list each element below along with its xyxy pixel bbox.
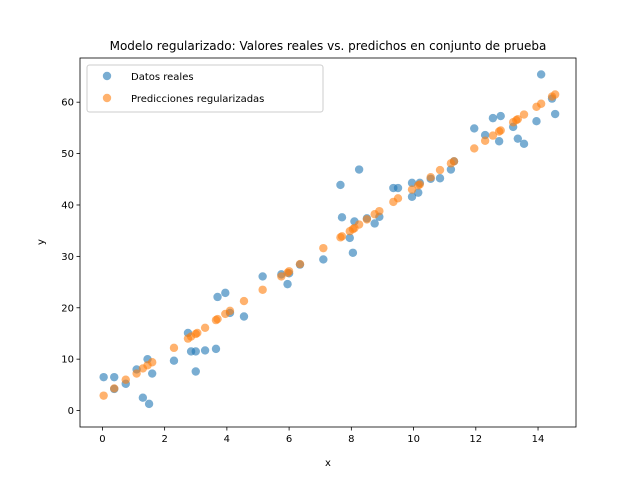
prediction-point <box>213 314 222 324</box>
x-tick-label: 14 <box>532 434 545 445</box>
real-data-point <box>221 288 230 298</box>
real-data-point <box>213 292 222 302</box>
legend: Datos reales Predicciones regularizadas <box>86 64 324 113</box>
real-data-point <box>393 183 403 193</box>
real-data-point <box>407 192 417 201</box>
y-tick-label: 10 <box>61 355 74 366</box>
prediction-point <box>110 384 119 393</box>
real-data-point <box>345 233 354 243</box>
real-data-point <box>138 393 148 402</box>
prediction-point <box>449 157 459 166</box>
real-data-point <box>169 356 179 365</box>
prediction-point <box>375 206 384 216</box>
x-tick-label: 8 <box>348 434 354 445</box>
real-data-point <box>513 134 523 143</box>
real-data-point <box>147 369 157 378</box>
prediction-point <box>536 99 546 108</box>
prediction-point <box>435 165 445 175</box>
real-data-point <box>239 312 249 321</box>
legend-box <box>86 64 324 113</box>
prediction-point <box>550 90 560 99</box>
y-axis-label: y <box>36 239 47 245</box>
real-data-point <box>348 248 358 257</box>
real-data-point <box>532 117 541 126</box>
prediction-point <box>513 114 523 124</box>
legend-marker-real <box>102 71 112 81</box>
prediction-point <box>354 220 364 229</box>
y-tick-label: 40 <box>61 200 74 211</box>
x-tick-label: 12 <box>469 434 482 445</box>
y-tick-label: 20 <box>61 303 74 314</box>
prediction-point <box>488 131 498 140</box>
real-data-point <box>354 165 364 174</box>
real-data-point <box>488 113 498 123</box>
real-data-point <box>191 347 200 356</box>
prediction-point <box>470 144 479 153</box>
prediction-point <box>239 296 249 306</box>
prediction-point <box>319 243 328 253</box>
y-tick-label: 50 <box>61 149 74 160</box>
prediction-point <box>169 343 179 353</box>
prediction-point <box>225 306 235 316</box>
prediction-point <box>277 272 286 281</box>
prediction-point <box>99 391 108 400</box>
real-data-point <box>191 367 200 376</box>
y-tick-label: 0 <box>68 406 74 417</box>
prediction-point <box>426 173 435 182</box>
legend-marker-predictions <box>102 93 112 103</box>
prediction-point <box>337 232 347 241</box>
x-axis-label: x <box>325 458 331 469</box>
real-data-point <box>370 219 379 228</box>
x-tick-label: 0 <box>99 434 105 445</box>
real-data-point <box>337 213 347 222</box>
real-data-point <box>110 372 119 382</box>
prediction-point <box>193 328 202 338</box>
real-data-point <box>319 255 328 264</box>
prediction-point <box>393 194 403 203</box>
x-tick-label: 10 <box>407 434 420 445</box>
prediction-point <box>258 285 267 294</box>
prediction-point <box>284 267 294 276</box>
real-data-point <box>519 139 529 149</box>
real-data-point <box>200 346 210 355</box>
real-data-point <box>414 188 423 197</box>
x-tick-label: 2 <box>161 434 167 445</box>
prediction-point <box>415 180 424 189</box>
real-data-point <box>258 272 267 281</box>
prediction-point <box>362 215 372 224</box>
real-data-point <box>435 174 445 183</box>
axes-layer: 0 2 4 6 8 10 12 14 0 10 20 30 40 50 60 <box>61 57 577 445</box>
legend-label-predictions: Predicciones regularizadas <box>131 94 264 105</box>
real-data-point <box>536 70 546 79</box>
points-layer <box>99 70 560 409</box>
real-data-point <box>550 109 560 119</box>
prediction-point <box>519 110 529 119</box>
x-tick-label: 6 <box>286 434 292 445</box>
real-data-point <box>494 137 504 146</box>
legend-label-real: Datos reales <box>131 72 194 83</box>
real-data-point <box>446 165 456 174</box>
x-tick-label: 4 <box>224 434 230 445</box>
real-data-point <box>336 180 345 190</box>
chart-title: Modelo regularizado: Valores reales vs. … <box>110 39 547 53</box>
prediction-point <box>200 323 210 333</box>
real-data-point <box>99 372 108 382</box>
prediction-point <box>295 259 305 269</box>
y-tick-label: 30 <box>61 252 74 263</box>
real-data-point <box>144 399 154 409</box>
prediction-point <box>480 136 490 145</box>
prediction-point <box>147 358 157 367</box>
real-data-point <box>470 124 479 133</box>
prediction-point <box>496 126 505 135</box>
y-tick-label: 60 <box>61 98 74 109</box>
prediction-point <box>407 185 417 194</box>
real-data-point <box>283 279 292 289</box>
prediction-point <box>121 375 130 384</box>
real-data-point <box>211 344 221 354</box>
axes-frame <box>79 57 577 428</box>
prediction-point <box>132 369 141 378</box>
real-data-point <box>496 111 505 121</box>
